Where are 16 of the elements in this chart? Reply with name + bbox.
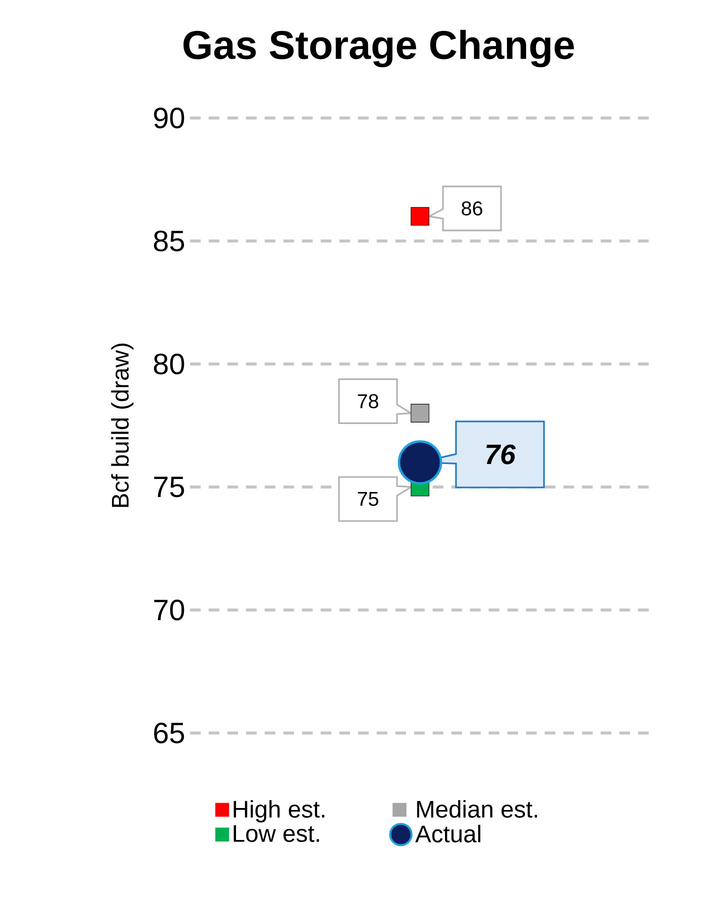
y-tick-label: 65 (154, 722, 184, 744)
legend-label: High est. (234, 800, 324, 822)
y-tick-label: 80 (154, 354, 184, 374)
chart-title: Gas Storage Change (184, 30, 574, 68)
legend-label: Actual (415, 824, 480, 842)
legend-label: Median est. (417, 800, 538, 818)
y-tick-label: 75 (154, 476, 184, 498)
data-label: 76 (486, 444, 516, 464)
data-label: 75 (358, 492, 378, 506)
y-tick-label: 70 (154, 600, 184, 620)
legend-label: Low est. (234, 825, 319, 842)
y-tick-label: 85 (154, 230, 184, 252)
data-label: 86 (462, 201, 482, 216)
data-label: 78 (358, 394, 378, 408)
y-axis-title: Bcf build (draw) (111, 344, 134, 507)
y-tick-label: 90 (154, 108, 184, 128)
